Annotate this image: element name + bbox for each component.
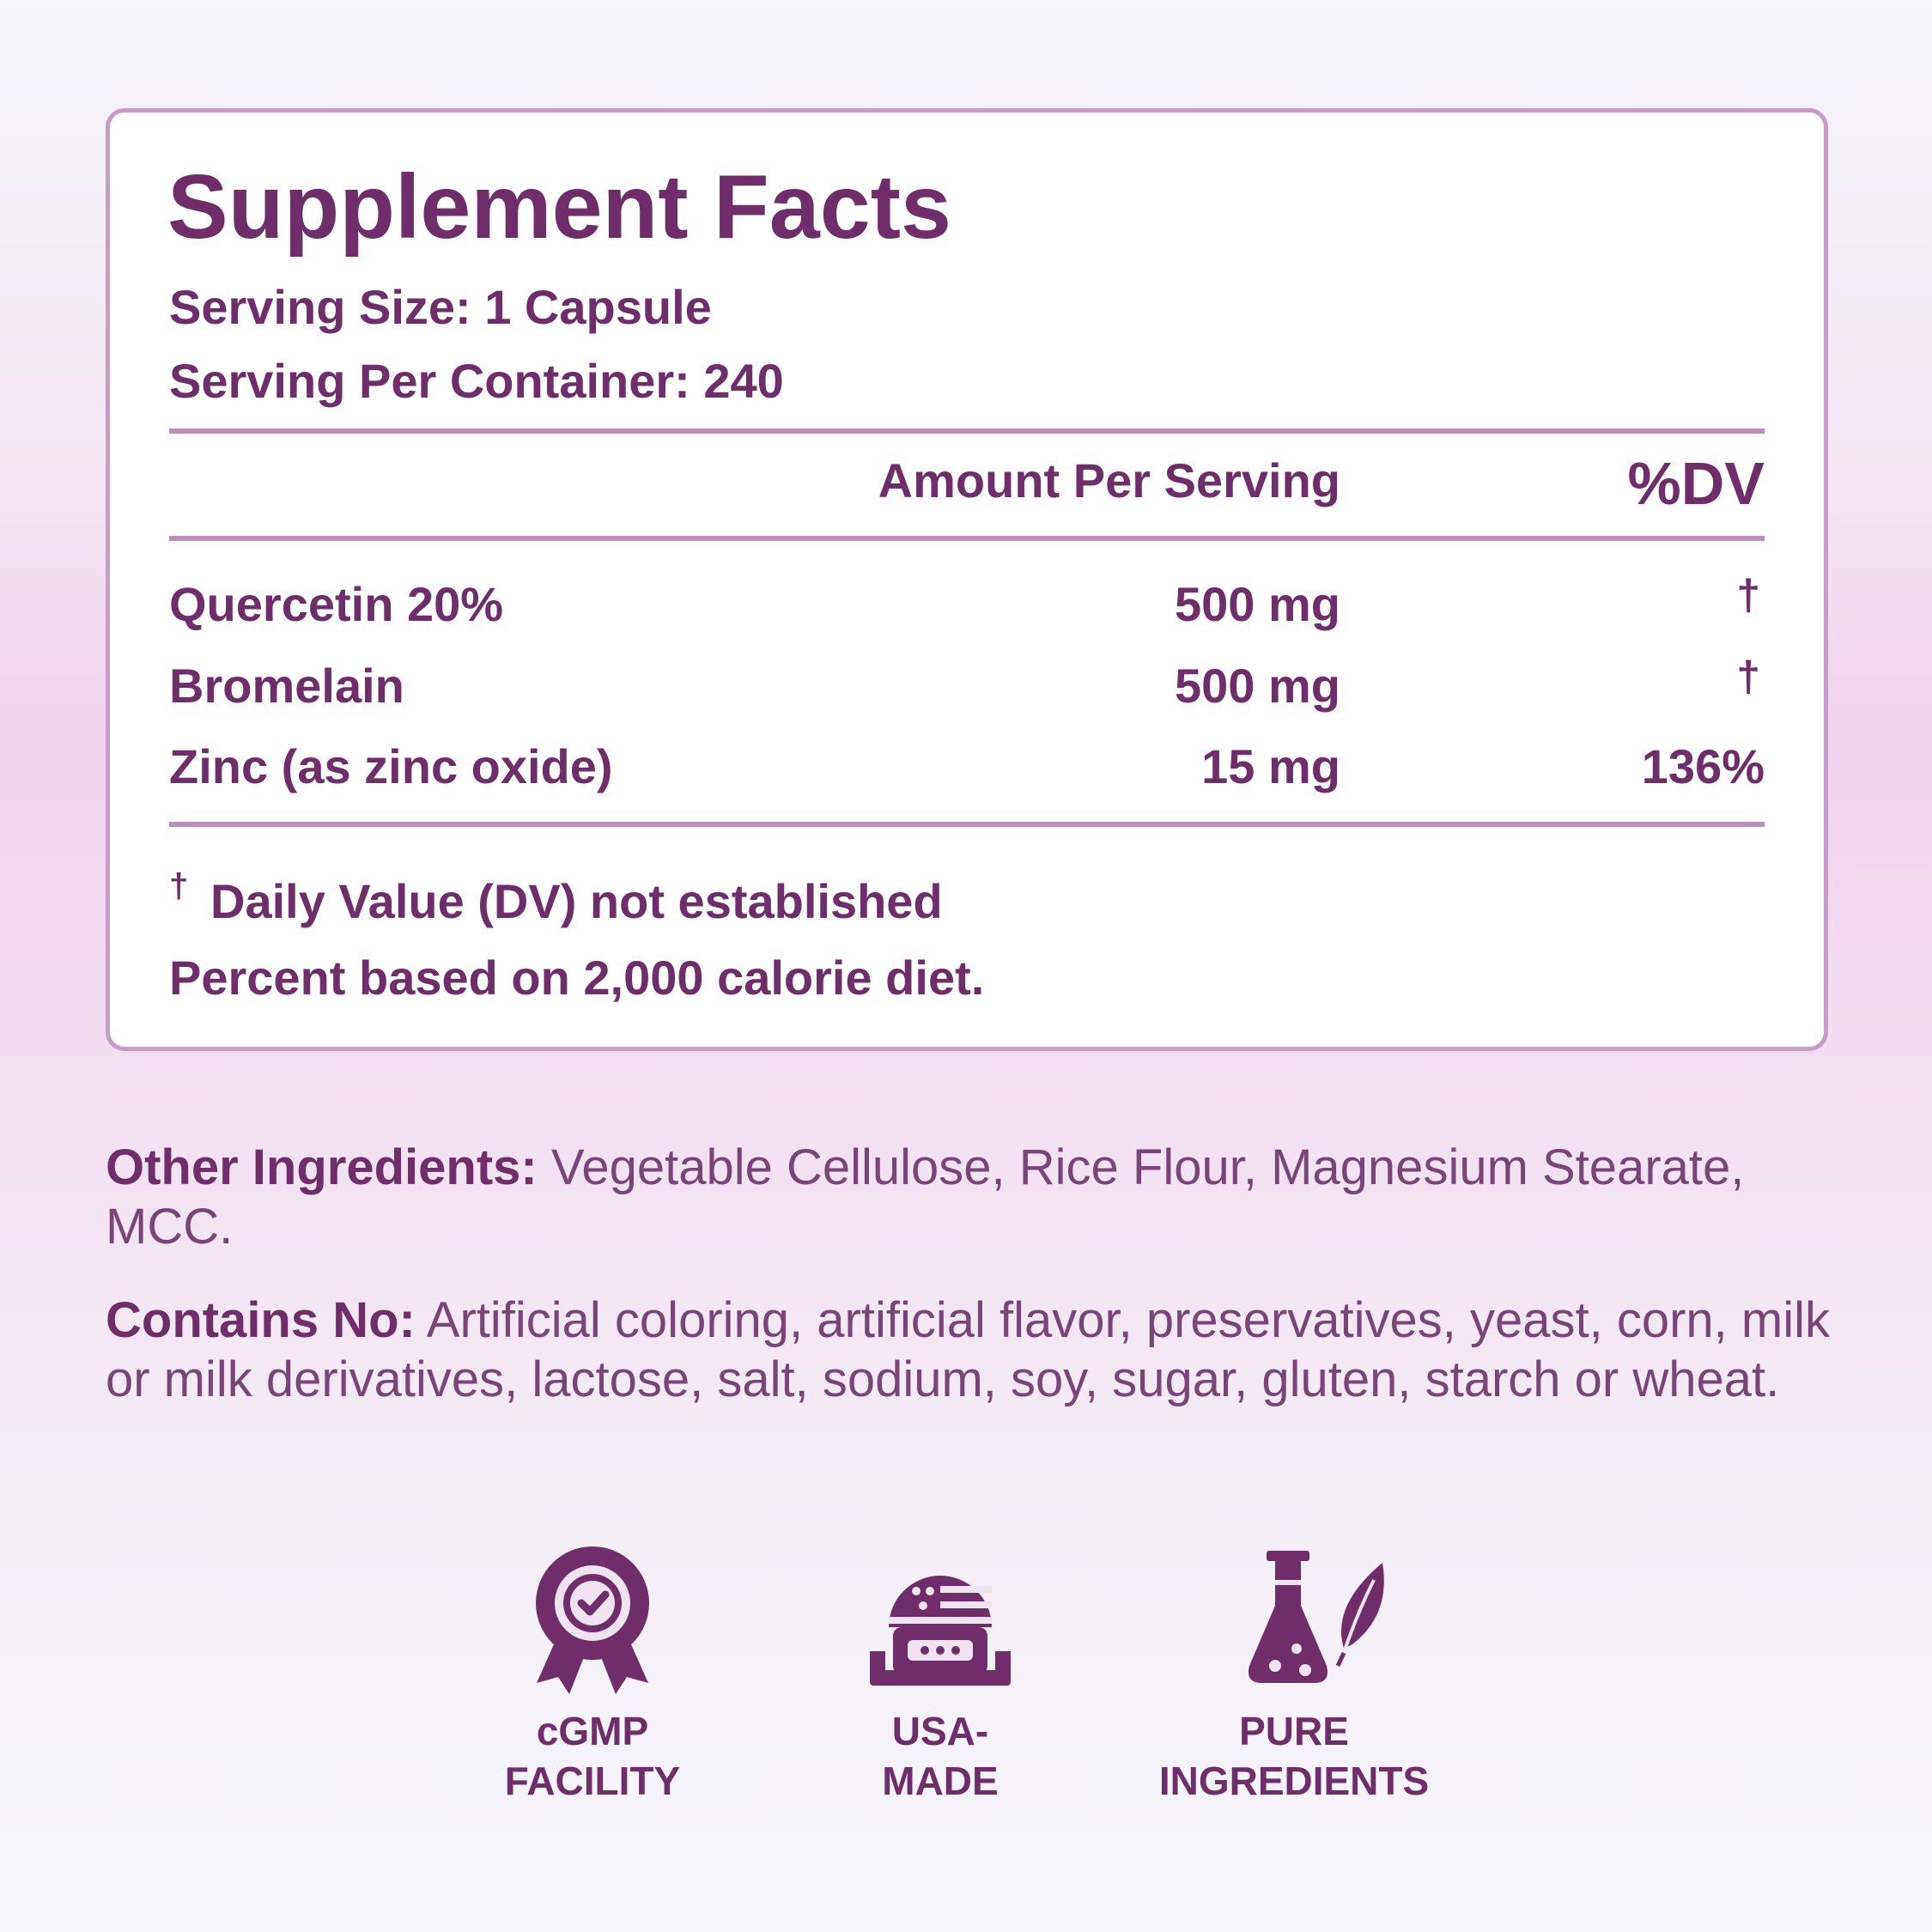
ingredient-amount: 500 mg	[1175, 577, 1340, 631]
ingredient-dv: 136%	[1641, 739, 1765, 793]
ingredient-dv: †	[1736, 653, 1760, 701]
ingredient-name: Quercetin 20%	[169, 577, 504, 631]
cgmp-icon	[536, 1546, 649, 1694]
badge-line: cGMP	[536, 1709, 649, 1753]
column-header: Amount Per Serving	[878, 453, 1340, 507]
badge: USA- MADE	[769, 1706, 1112, 1806]
ingredient-name: Bromelain	[169, 659, 404, 713]
ingredient-amount: 500 mg	[1175, 659, 1340, 713]
text: Vegetable Cellulose, Rice Flour, Magnesi…	[106, 1139, 1745, 1255]
title: Supplement Facts	[167, 156, 951, 258]
calorie-note: Percent based on 2,000 calorie diet.	[169, 951, 985, 1005]
servings-per-container: Serving Per Container: 240	[169, 354, 784, 408]
badge: cGMP FACILITY	[421, 1706, 764, 1806]
badge-line: USA-	[891, 1709, 989, 1753]
pure-icon	[1249, 1551, 1384, 1683]
column-header: %DV	[1627, 450, 1765, 517]
divider	[169, 822, 1765, 827]
ingredient-dv: †	[1736, 571, 1760, 619]
other-ingredients: Other Ingredients: Vegetable Cellulose, …	[106, 1138, 1832, 1256]
dv-note: Daily Value (DV) not established	[210, 874, 943, 928]
contains-no: Contains No: Artificial coloring, artifi…	[106, 1291, 1832, 1409]
badge-line: PURE	[1239, 1709, 1349, 1753]
label: Contains No:	[106, 1292, 416, 1348]
badge-line: FACILITY	[504, 1759, 681, 1803]
badge: PURE INGREDIENTS	[1122, 1706, 1466, 1806]
divider	[169, 536, 1765, 541]
divider	[169, 428, 1765, 434]
badge-line: INGREDIENTS	[1158, 1759, 1430, 1803]
ingredient-amount: 15 mg	[1201, 739, 1340, 793]
badge-line: MADE	[882, 1759, 999, 1803]
facts-panel	[106, 108, 1828, 1051]
serving-size: Serving Size: 1 Capsule	[169, 280, 712, 334]
text: Artificial coloring, artificial flavor, …	[106, 1292, 1830, 1407]
ingredient-name: Zinc (as zinc oxide)	[169, 739, 613, 793]
dagger: †	[169, 867, 189, 905]
usa-icon	[870, 1576, 1011, 1686]
label: Other Ingredients:	[106, 1139, 538, 1195]
